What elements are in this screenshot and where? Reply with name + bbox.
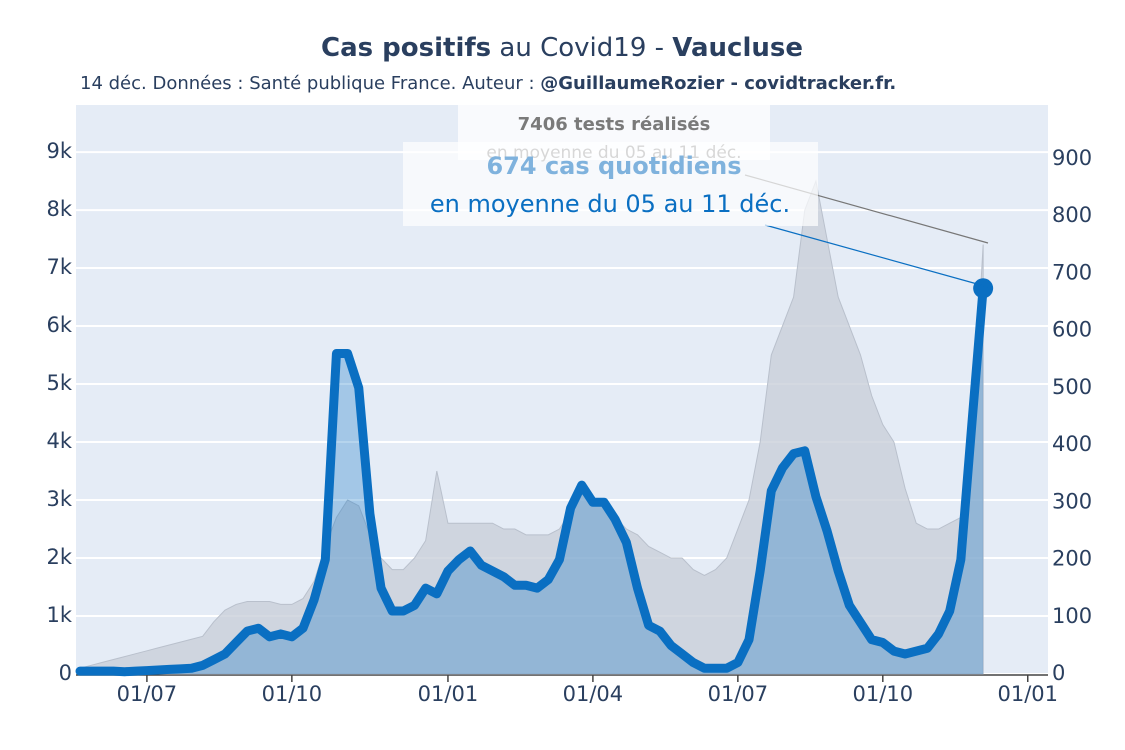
title-part: Vaucluse — [672, 33, 803, 63]
y-tick-label: 9k — [46, 139, 72, 163]
subtitle: 14 déc. Données : Santé publique France.… — [80, 73, 896, 94]
chart-title: Cas positifs au Covid19 - Vaucluse — [321, 33, 803, 63]
x-tick-label: 01/07 — [708, 682, 769, 706]
cases-line — [75, 283, 988, 677]
y-tick-label: 6k — [46, 313, 72, 337]
y2-tick-label: 400 — [1052, 432, 1092, 456]
y-tick-label: 5k — [46, 371, 72, 395]
x-tick-label: 01/04 — [563, 682, 624, 706]
x-tick-label: 01/10 — [262, 682, 323, 706]
annotation: en moyenne du 05 au 11 déc. — [430, 190, 790, 218]
y-tick-label: 1k — [46, 603, 72, 627]
subtitle-part: 14 déc. Données : Santé publique France.… — [80, 73, 535, 94]
y-tick-label: 3k — [46, 487, 72, 511]
title-part: Cas positifs — [321, 33, 491, 63]
y2-tick-label: 900 — [1052, 146, 1092, 170]
cases-area — [80, 288, 984, 674]
annotation: 7406 tests réalisés — [518, 114, 711, 135]
annotation: 674 cas quotidiens — [486, 152, 741, 180]
annotation-box — [403, 142, 818, 226]
y2-tick-label: 800 — [1052, 203, 1092, 227]
x-tick-label: 01/01 — [997, 682, 1058, 706]
x-tick-label: 01/07 — [117, 682, 178, 706]
last-point — [973, 278, 994, 299]
y2-tick-label: 300 — [1052, 489, 1092, 513]
subtitle-part: @GuillaumeRozier - covidtracker.fr. — [540, 73, 896, 94]
annotation-arrow — [764, 224, 989, 288]
x-tick-label: 01/01 — [418, 682, 479, 706]
title-part: au Covid19 - — [499, 33, 664, 63]
y-tick-label: 2k — [46, 545, 72, 569]
y2-tick-label: 600 — [1052, 318, 1092, 342]
y2-tick-label: 700 — [1052, 260, 1092, 284]
y-tick-label: 7k — [46, 255, 72, 279]
y2-tick-label: 200 — [1052, 547, 1092, 571]
tests-area — [79, 179, 984, 675]
x-tick-label: 01/10 — [853, 682, 914, 706]
y-tick-label: 4k — [46, 429, 72, 453]
y2-tick-label: 0 — [1052, 661, 1065, 685]
y-tick-label: 0 — [59, 661, 72, 685]
y2-tick-label: 100 — [1052, 604, 1092, 628]
y-tick-label: 8k — [46, 197, 72, 221]
y2-tick-label: 500 — [1052, 375, 1092, 399]
